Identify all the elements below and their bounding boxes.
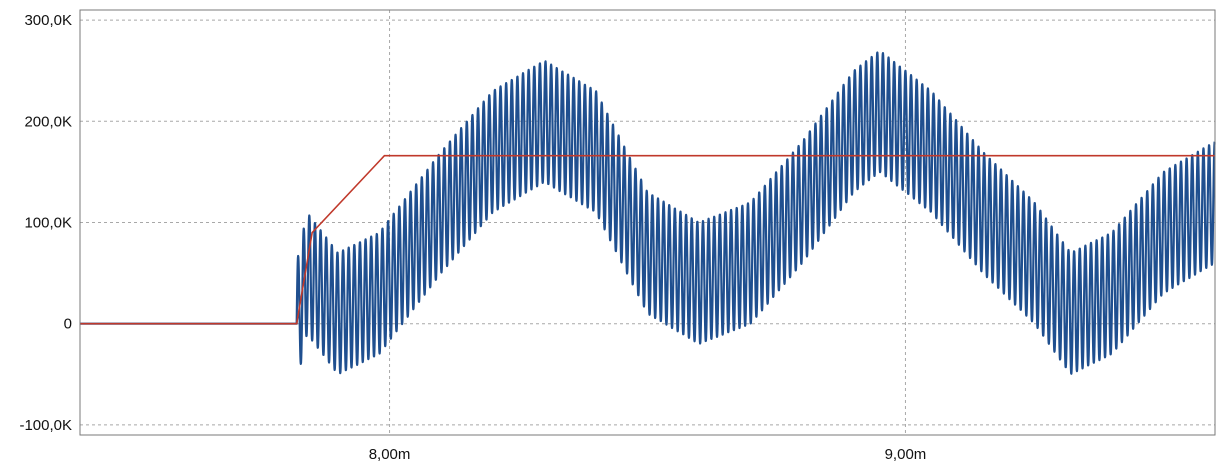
- y-tick-label: 100,0K: [24, 215, 72, 232]
- y-tick-label: 300,0K: [24, 12, 72, 29]
- x-tick-label: 8,00m: [369, 446, 411, 463]
- tick-layer: 300,0K 200,0K 100,0K 0 -100,0K 8,00m 9,00m: [19, 12, 926, 463]
- waveform-series: [80, 51, 1216, 375]
- y-tick-label: -100,0K: [19, 417, 72, 434]
- reference-series: [80, 154, 1215, 325]
- grid-layer: [80, 10, 1215, 435]
- plot-frame: [79, 9, 1216, 436]
- y-tick-label: 0: [64, 316, 72, 333]
- x-tick-label: 9,00m: [885, 446, 927, 463]
- y-tick-label: 200,0K: [24, 113, 72, 130]
